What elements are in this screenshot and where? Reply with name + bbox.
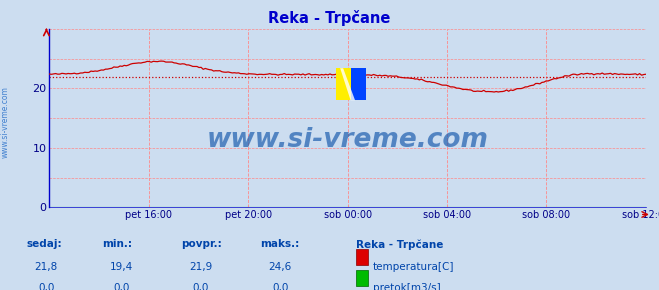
Text: 19,4: 19,4 xyxy=(110,262,134,272)
Text: www.si-vreme.com: www.si-vreme.com xyxy=(207,126,488,153)
Text: temperatura[C]: temperatura[C] xyxy=(373,262,455,272)
Text: sedaj:: sedaj: xyxy=(26,239,62,249)
Text: 0,0: 0,0 xyxy=(193,283,209,290)
Text: 21,9: 21,9 xyxy=(189,262,213,272)
Text: 0,0: 0,0 xyxy=(272,283,288,290)
Text: min.:: min.: xyxy=(102,239,132,249)
Text: Reka - Trpčane: Reka - Trpčane xyxy=(356,239,444,250)
Text: povpr.:: povpr.: xyxy=(181,239,222,249)
Polygon shape xyxy=(335,68,351,100)
Text: 24,6: 24,6 xyxy=(268,262,292,272)
Text: 21,8: 21,8 xyxy=(34,262,58,272)
Text: maks.:: maks.: xyxy=(260,239,300,249)
Text: Reka - Trpčane: Reka - Trpčane xyxy=(268,10,391,26)
Text: 0,0: 0,0 xyxy=(38,283,54,290)
Polygon shape xyxy=(351,68,366,100)
Polygon shape xyxy=(340,68,355,100)
Text: 0,0: 0,0 xyxy=(114,283,130,290)
Text: pretok[m3/s]: pretok[m3/s] xyxy=(373,283,441,290)
Text: www.si-vreme.com: www.si-vreme.com xyxy=(1,86,10,158)
